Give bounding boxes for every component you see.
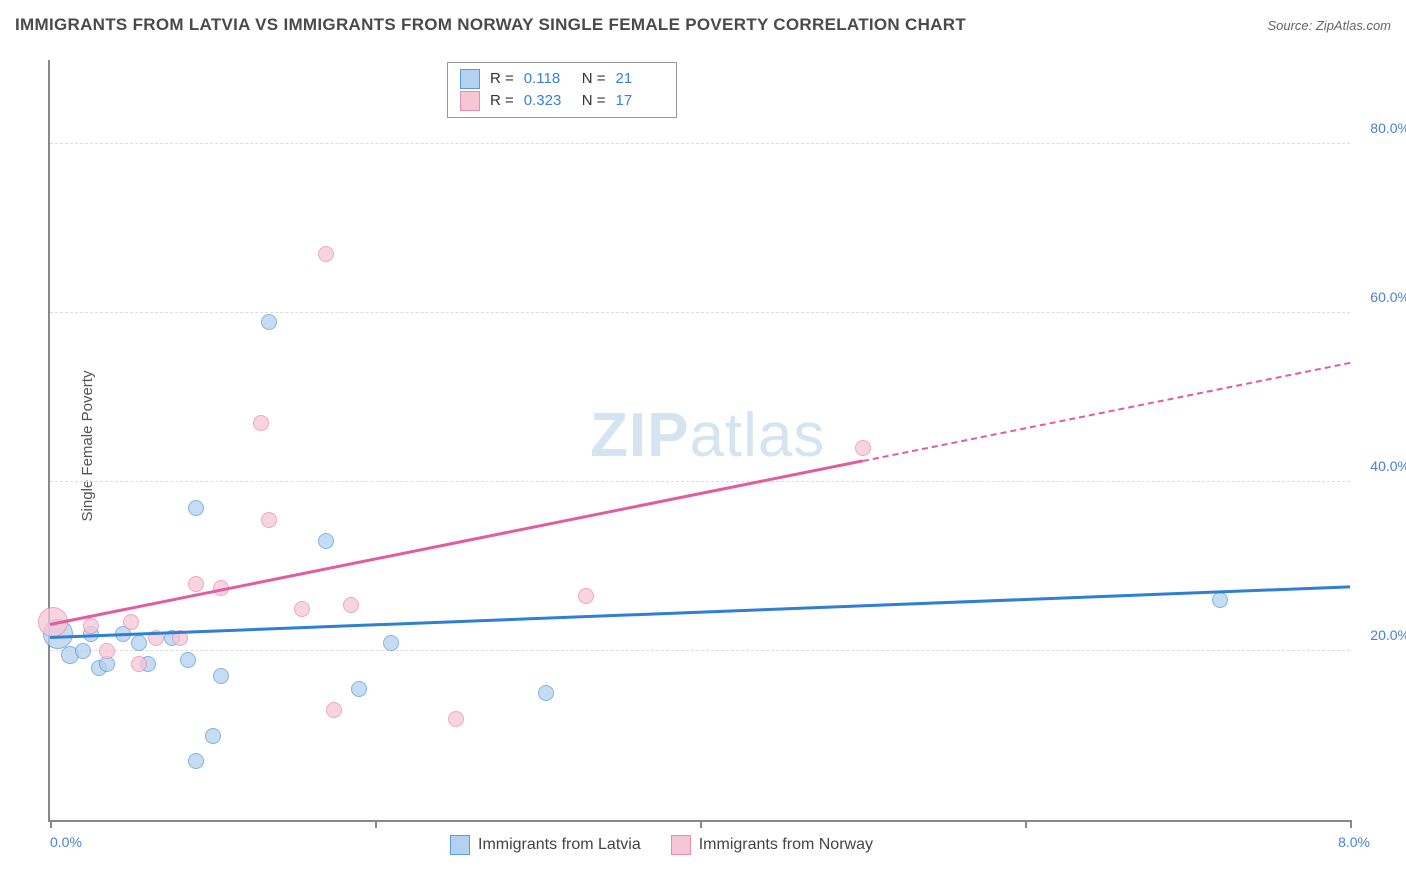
header-bar: IMMIGRANTS FROM LATVIA VS IMMIGRANTS FRO… — [15, 10, 1391, 40]
data-point — [188, 753, 204, 769]
data-point — [1212, 592, 1228, 608]
chart-title: IMMIGRANTS FROM LATVIA VS IMMIGRANTS FRO… — [15, 15, 966, 35]
stats-row: R = 0.118 N = 21 — [460, 68, 664, 90]
grid-line — [50, 650, 1350, 651]
n-label: N = — [582, 68, 606, 90]
data-point — [123, 614, 139, 630]
x-tick — [1350, 820, 1352, 828]
data-point — [261, 314, 277, 330]
legend-label: Immigrants from Norway — [699, 836, 873, 854]
legend-swatch — [671, 835, 691, 855]
data-point — [318, 533, 334, 549]
trend-line — [862, 362, 1350, 462]
data-point — [253, 415, 269, 431]
data-point — [448, 711, 464, 727]
legend-swatch — [460, 69, 480, 89]
stats-row: R = 0.323 N = 17 — [460, 90, 664, 112]
data-point — [213, 668, 229, 684]
series-legend: Immigrants from Latvia Immigrants from No… — [450, 835, 873, 855]
data-point — [205, 728, 221, 744]
source-label: Source: ZipAtlas.com — [1267, 18, 1391, 33]
grid-line — [50, 481, 1350, 482]
data-point — [578, 588, 594, 604]
r-value: 0.118 — [524, 68, 572, 90]
trend-line — [50, 460, 863, 626]
trend-line — [50, 585, 1350, 638]
y-tick-label: 20.0% — [1370, 627, 1406, 643]
legend-swatch — [450, 835, 470, 855]
r-label: R = — [490, 68, 514, 90]
data-point — [383, 635, 399, 651]
data-point — [188, 576, 204, 592]
n-value: 21 — [616, 68, 664, 90]
data-point — [318, 246, 334, 262]
legend-label: Immigrants from Latvia — [478, 836, 641, 854]
legend-swatch — [460, 91, 480, 111]
r-label: R = — [490, 90, 514, 112]
data-point — [131, 656, 147, 672]
x-tick — [700, 820, 702, 828]
y-tick-label: 80.0% — [1370, 120, 1406, 136]
legend-item: Immigrants from Norway — [671, 835, 873, 855]
data-point — [351, 681, 367, 697]
data-point — [99, 643, 115, 659]
data-point — [261, 512, 277, 528]
n-label: N = — [582, 90, 606, 112]
grid-line — [50, 143, 1350, 144]
data-point — [294, 601, 310, 617]
stats-legend: R = 0.118 N = 21 R = 0.323 N = 17 — [447, 62, 677, 118]
watermark: ZIPatlas — [590, 400, 825, 471]
data-point — [75, 643, 91, 659]
y-tick-label: 60.0% — [1370, 289, 1406, 305]
y-tick-label: 40.0% — [1370, 458, 1406, 474]
plot-area: ZIPatlas 20.0%40.0%60.0%80.0%0.0%8.0% — [48, 60, 1350, 822]
x-tick — [1025, 820, 1027, 828]
data-point — [131, 635, 147, 651]
x-axis-end-label: 8.0% — [1338, 834, 1370, 850]
data-point — [188, 500, 204, 516]
x-tick — [375, 820, 377, 828]
data-point — [343, 597, 359, 613]
data-point — [538, 685, 554, 701]
data-point — [326, 702, 342, 718]
n-value: 17 — [616, 90, 664, 112]
x-axis-start-label: 0.0% — [50, 834, 82, 850]
data-point — [83, 618, 99, 634]
x-tick — [50, 820, 52, 828]
grid-line — [50, 312, 1350, 313]
data-point — [855, 440, 871, 456]
data-point — [180, 652, 196, 668]
legend-item: Immigrants from Latvia — [450, 835, 641, 855]
r-value: 0.323 — [524, 90, 572, 112]
